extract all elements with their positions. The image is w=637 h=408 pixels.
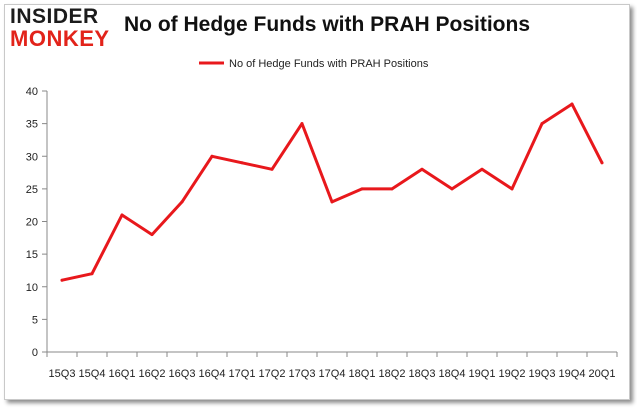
- x-tick-label: 17Q1: [229, 368, 256, 380]
- data-point: [390, 187, 394, 191]
- data-point: [510, 187, 514, 191]
- chart-title: No of Hedge Funds with PRAH Positions: [124, 13, 530, 36]
- x-tick-label: 16Q3: [169, 368, 196, 380]
- data-point: [420, 167, 424, 171]
- data-series: [60, 102, 604, 282]
- data-point: [120, 213, 124, 217]
- x-tick-label: 17Q2: [259, 368, 286, 380]
- insider-monkey-logo: INSIDER MONKEY: [10, 6, 118, 50]
- x-tick-label: 19Q3: [529, 368, 556, 380]
- x-tick-labels: 15Q3 15Q4 16Q1 16Q2 16Q3 16Q4 17Q1 17Q2 17Q3 17Q4…: [49, 368, 616, 380]
- x-tick-label: 18Q1: [349, 368, 376, 380]
- x-tick-label: 17Q3: [289, 368, 316, 380]
- data-point: [240, 161, 244, 165]
- legend-label: No of Hedge Funds with PRAH Positions: [229, 58, 429, 70]
- x-tick-label: 18Q2: [379, 368, 406, 380]
- data-point: [60, 278, 64, 282]
- y-tick-label: 10: [26, 282, 38, 294]
- x-tick-label: 15Q4: [79, 368, 106, 380]
- legend: No of Hedge Funds with PRAH Positions: [199, 58, 429, 70]
- data-point: [540, 122, 544, 126]
- y-tick-label: 5: [32, 314, 38, 326]
- x-tick-label: 16Q4: [199, 368, 226, 380]
- x-tick-label: 16Q2: [139, 368, 166, 380]
- x-tick-label: 19Q1: [469, 368, 496, 380]
- y-tick-label: 30: [26, 151, 38, 163]
- y-tick-label: 0: [32, 347, 38, 359]
- y-tick-label: 25: [26, 184, 38, 196]
- data-point: [180, 200, 184, 204]
- x-tick-label: 18Q3: [409, 368, 436, 380]
- data-point: [570, 102, 574, 106]
- data-point: [270, 167, 274, 171]
- data-point: [360, 187, 364, 191]
- data-point: [90, 272, 94, 276]
- data-point: [330, 200, 334, 204]
- data-point: [480, 167, 484, 171]
- y-tick-label: 35: [26, 119, 38, 131]
- y-tick-labels: 0 5 10 15 20 25 30 35 40: [26, 86, 38, 359]
- x-tick-label: 19Q2: [499, 368, 526, 380]
- data-point: [150, 233, 154, 237]
- logo-line-2: MONKEY: [10, 26, 110, 51]
- x-tick-label: 20Q1: [589, 368, 616, 380]
- y-tick-label: 20: [26, 217, 38, 229]
- y-tick-label: 40: [26, 86, 38, 98]
- data-point: [300, 122, 304, 126]
- x-tick-label: 15Q3: [49, 368, 76, 380]
- x-tick-label: 18Q4: [439, 368, 466, 380]
- chart-frame: [4, 4, 630, 400]
- x-tick-label: 16Q1: [109, 368, 136, 380]
- axes: [42, 90, 618, 357]
- data-point: [600, 161, 604, 165]
- y-tick-label: 15: [26, 249, 38, 261]
- data-point: [450, 187, 454, 191]
- series-line: [60, 102, 604, 282]
- x-tick-label: 19Q4: [559, 368, 586, 380]
- data-point: [210, 154, 214, 158]
- logo-line-1: INSIDER: [10, 5, 99, 28]
- x-tick-label: 17Q4: [319, 368, 346, 380]
